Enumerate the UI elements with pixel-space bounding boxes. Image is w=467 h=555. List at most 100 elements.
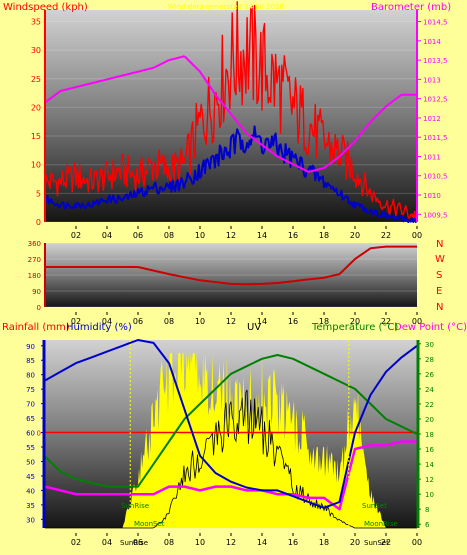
dir-xtick-label: 16 — [288, 317, 298, 326]
sunrise-label: SunRise — [121, 502, 149, 510]
moonrise-label: MoonRise — [364, 520, 398, 528]
barometer-label: Barometer (mb) — [371, 2, 451, 13]
dir-xtick-label: 10 — [195, 317, 205, 326]
wind-xtick-label: 04 — [102, 231, 112, 240]
baro-ytick-label: 1014,5 — [423, 19, 448, 27]
baro-ytick-label: 1010 — [423, 192, 441, 200]
temp-ytick-label: 28 — [425, 356, 434, 364]
climate-xtick-label: 02 — [71, 538, 81, 547]
temp-ytick-label: 20 — [425, 416, 434, 424]
wind-ytick-label: 15 — [31, 132, 41, 141]
compass-n-top: N — [436, 239, 443, 250]
humidity-ytick-label: 55 — [26, 444, 35, 452]
baro-ytick-label: 1010,5 — [423, 173, 448, 181]
direction-plot-area — [45, 243, 417, 307]
climate-xtick-label: 20 — [350, 538, 360, 547]
humidity-label: Humidity (%) — [66, 322, 132, 333]
uv-area — [45, 353, 417, 528]
temp-ytick-label: 30 — [425, 341, 434, 349]
temp-ytick-label: 18 — [425, 431, 434, 439]
wind-series-gust — [44, 1, 418, 222]
wind-xtick-label: 14 — [257, 231, 267, 240]
dir-xtick-label: 18 — [319, 317, 329, 326]
climate-xtick-label: 18 — [319, 538, 329, 547]
dir-xtick-label: 08 — [164, 317, 174, 326]
wind-ytick-label: 5 — [36, 189, 41, 198]
wind-xtick-label: 22 — [381, 231, 391, 240]
temp-ytick-label: 12 — [425, 476, 434, 484]
wind-ytick-label: 35 — [31, 17, 41, 26]
humidity-ytick-label: 60 — [26, 430, 35, 438]
temp-ytick-label: 8 — [425, 506, 429, 514]
wind-ytick-label: 20 — [31, 103, 41, 112]
wind-xtick-label: 06 — [133, 231, 143, 240]
temp-ytick-label: 10 — [425, 491, 434, 499]
wind-xtick-label: 10 — [195, 231, 205, 240]
climate-xtick-label: 06 — [133, 538, 143, 547]
moonset-label: MoonSet — [134, 520, 165, 528]
dir-xtick-label: 14 — [257, 317, 267, 326]
dir-xtick-label: 22 — [381, 317, 391, 326]
humidity-ytick-label: 65 — [26, 415, 35, 423]
axes: 051015202530351009,510101010,510111011,5… — [26, 10, 448, 547]
climate-xtick-label: 16 — [288, 538, 298, 547]
dir-xtick-label: 00 — [412, 317, 422, 326]
compass-s: S — [436, 270, 442, 281]
dir-ytick-label: 180 — [28, 272, 41, 280]
temp-ytick-label: 26 — [425, 371, 434, 379]
baro-ytick-label: 1014 — [423, 38, 441, 46]
baro-ytick-label: 1011 — [423, 153, 441, 161]
humidity-ytick-label: 50 — [26, 458, 35, 466]
dir-xtick-label: 04 — [102, 317, 112, 326]
humidity-ytick-label: 85 — [26, 357, 35, 365]
climate-xtick-label: 04 — [102, 538, 112, 547]
climate-xtick-label: 22 — [381, 538, 391, 547]
temperature-label: Temperature (°C) — [311, 322, 398, 333]
dir-xtick-label: 20 — [350, 317, 360, 326]
sunset-label: SunSet — [362, 502, 387, 510]
date-text: Wind data generated 24 Jul 2016 — [168, 3, 284, 11]
sunrise-axis-label: SunRise — [120, 539, 148, 547]
climate-xtick-label: 12 — [226, 538, 236, 547]
baro-ytick-label: 1013,5 — [423, 57, 448, 65]
compass-n-bottom: N — [436, 302, 443, 313]
wind-series-barometer — [44, 55, 417, 173]
dir-ytick-label: 0 — [37, 304, 41, 312]
humidity-ytick-label: 30 — [26, 516, 35, 524]
dir-xtick-label: 06 — [133, 317, 143, 326]
humidity-ytick-label: 45 — [26, 473, 35, 481]
wind-ytick-label: 25 — [31, 75, 41, 84]
humidity-ytick-label: 75 — [26, 386, 35, 394]
windspeed-label: Windspeed (kph) — [3, 2, 88, 13]
humidity-ytick-label: 40 — [26, 487, 35, 495]
wind-ytick-label: 10 — [31, 161, 41, 170]
rainfall-ytick-label: 0 — [37, 430, 41, 438]
humidity-ytick-label: 90 — [26, 343, 35, 351]
rainfall-label: Rainfall (mm) — [2, 322, 70, 333]
dir-ytick-label: 360 — [28, 240, 41, 248]
temperature-series-line — [44, 354, 418, 488]
baro-ytick-label: 1012 — [423, 115, 441, 123]
temp-ytick-label: 6 — [425, 521, 430, 529]
temp-ytick-label: 22 — [425, 401, 434, 409]
wind-xtick-label: 20 — [350, 231, 360, 240]
wind-xtick-label: 00 — [412, 231, 422, 240]
baro-ytick-label: 1013 — [423, 76, 441, 84]
baro-ytick-label: 1009,5 — [423, 211, 448, 219]
climate-xtick-label: 00 — [412, 538, 422, 547]
solar-series-line — [45, 389, 417, 529]
wind-series-average — [44, 125, 418, 223]
dir-xtick-label: 02 — [71, 317, 81, 326]
direction-series-line — [45, 245, 417, 286]
wind-ytick-label: 0 — [36, 218, 41, 227]
baro-ytick-label: 1011,5 — [423, 134, 448, 142]
dewpoint-series-line — [44, 440, 417, 511]
wind-xtick-label: 08 — [164, 231, 174, 240]
temp-ytick-label: 14 — [425, 461, 434, 469]
humidity-ytick-label: 80 — [26, 372, 35, 380]
uv-label: UV — [247, 322, 261, 333]
wind-ytick-label: 30 — [31, 46, 41, 55]
wind-xtick-label: 12 — [226, 231, 236, 240]
baro-ytick-label: 1012,5 — [423, 96, 448, 104]
